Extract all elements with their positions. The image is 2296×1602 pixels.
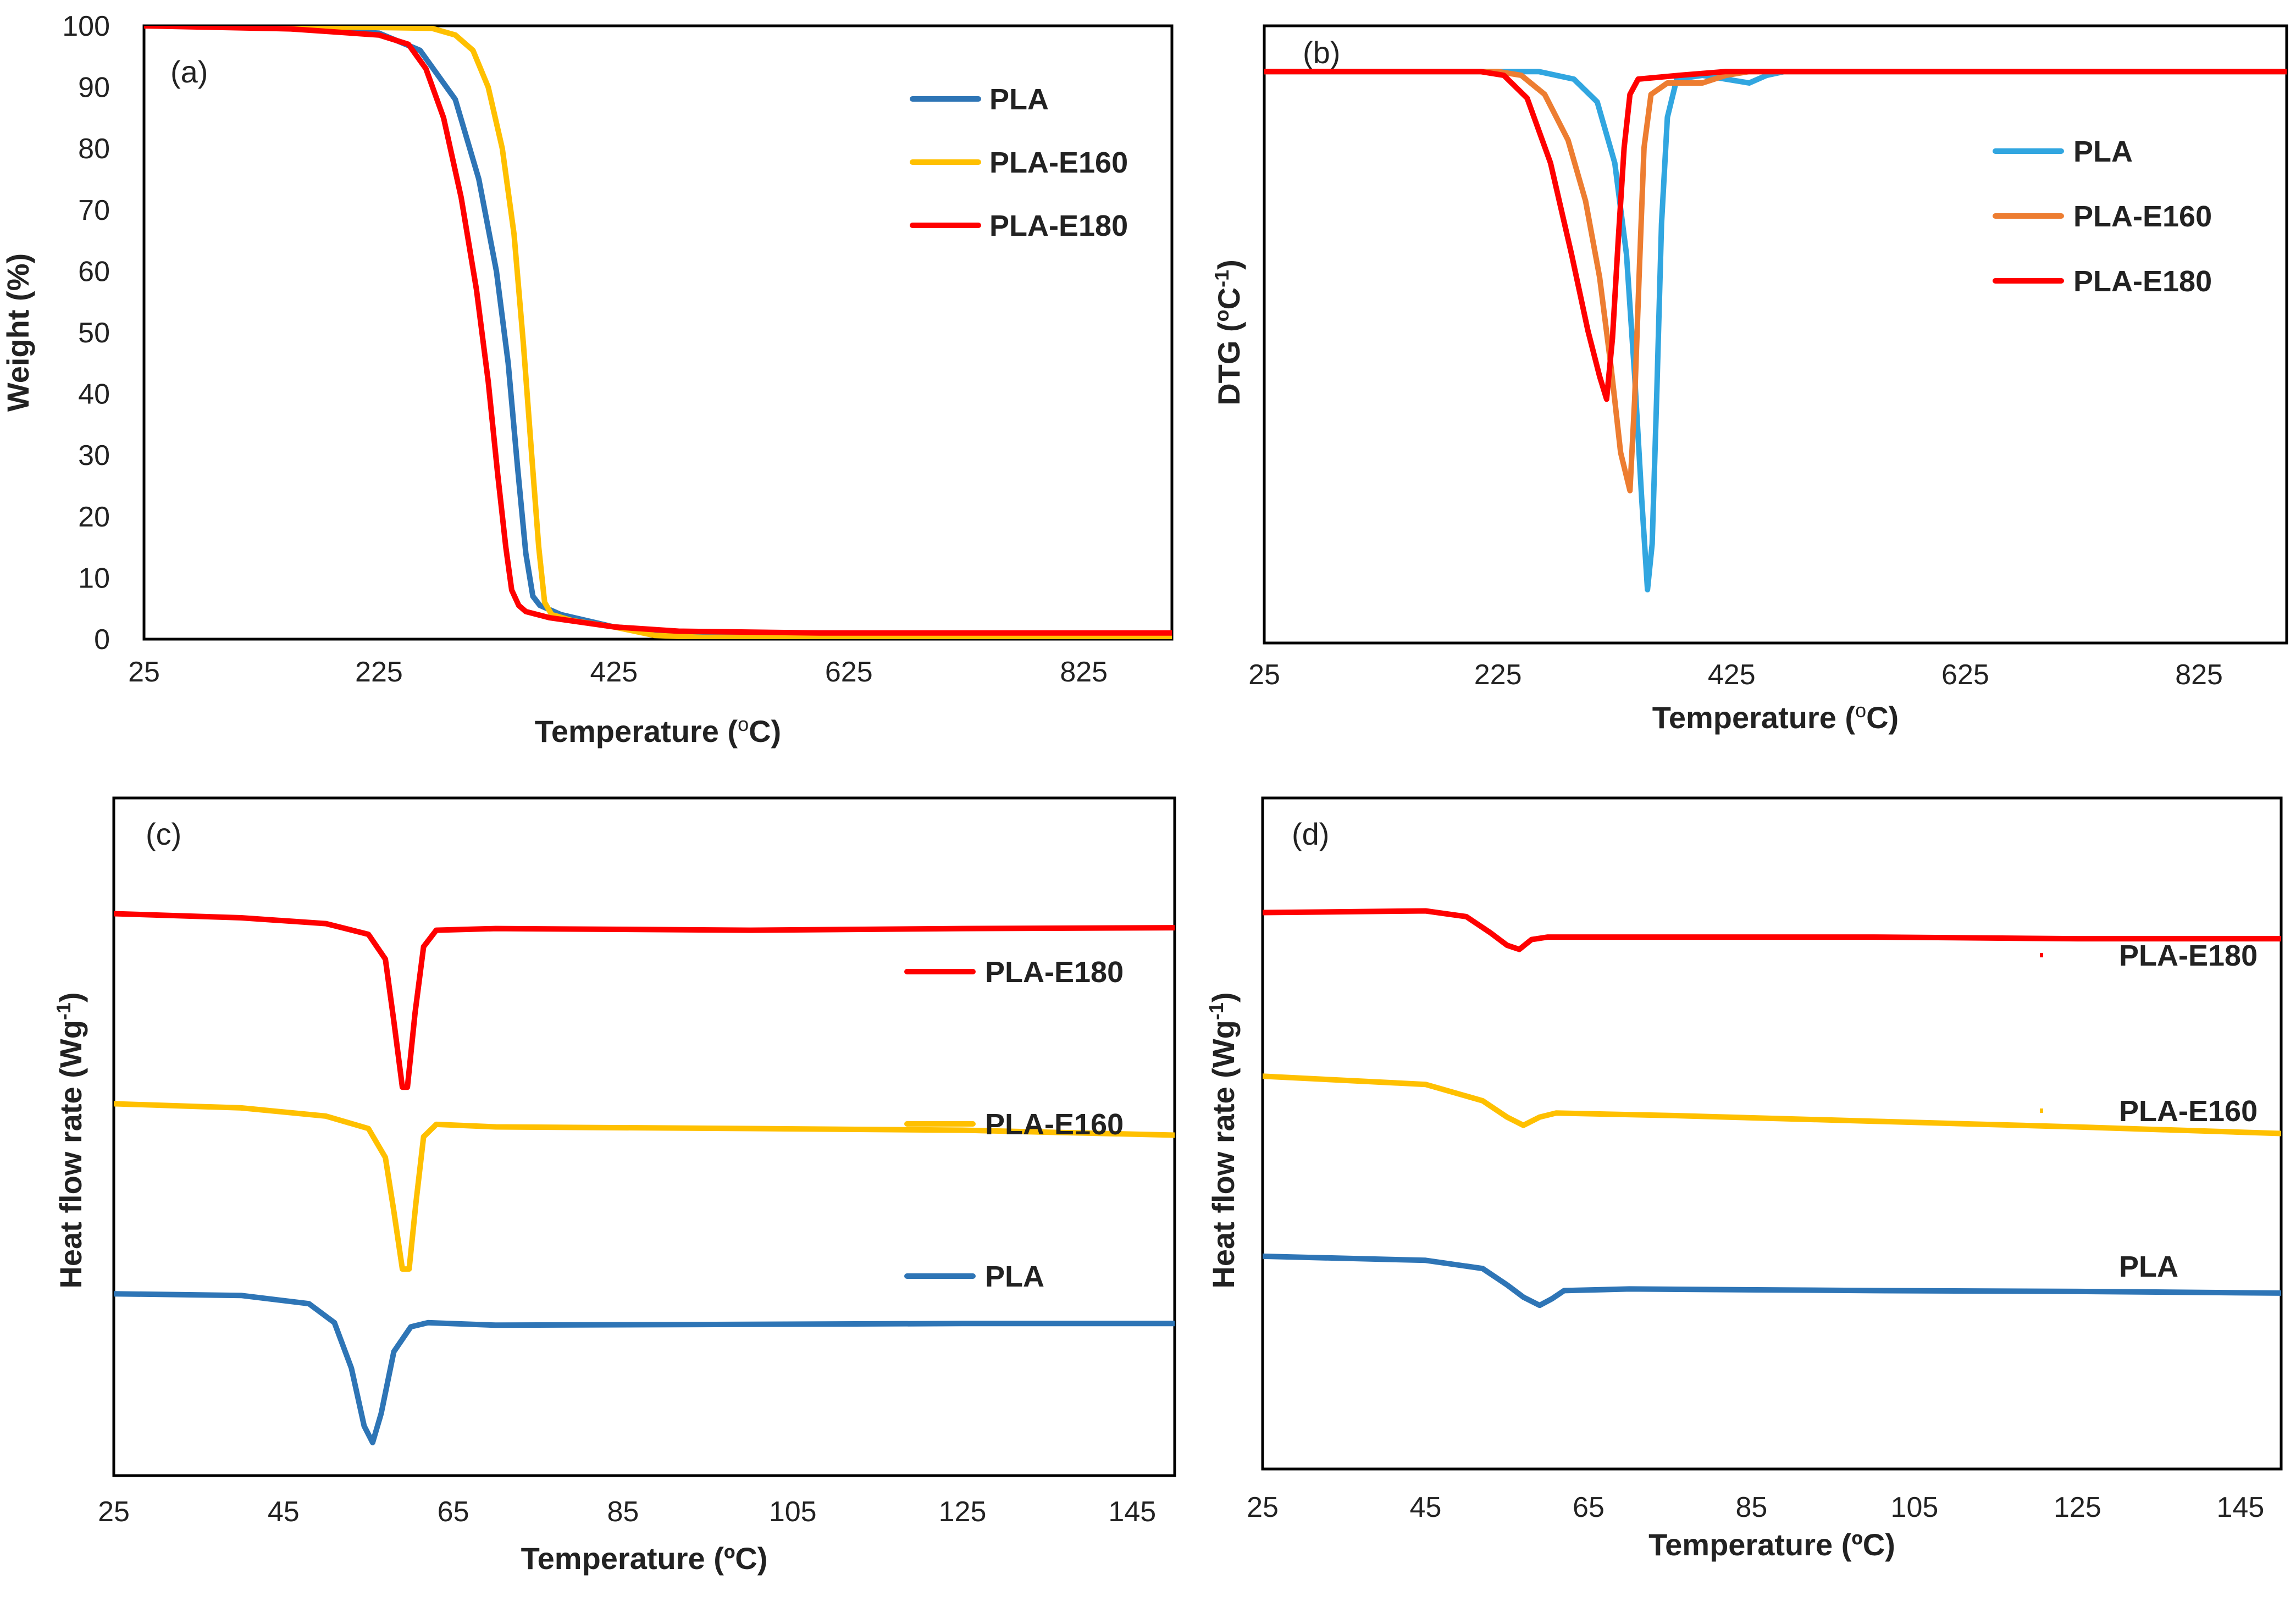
x-tick-label: 425 — [590, 656, 638, 688]
series-line-pla-e180 — [114, 911, 1175, 1090]
legend-label-pla-e180: PLA-E180 — [985, 956, 1124, 989]
y-tick-label: 60 — [78, 256, 110, 287]
y-tick-label: 80 — [78, 133, 110, 165]
y-tick-label: 50 — [78, 317, 110, 349]
x-tick-label: 825 — [2175, 659, 2223, 691]
legend-label-pla: PLA — [985, 1260, 1044, 1293]
y-tick-label: 10 — [78, 562, 110, 594]
y-tick-label: 30 — [78, 440, 110, 472]
legend-label-pla-e160: PLA-E160 — [989, 146, 1128, 179]
panel-label: (d) — [1292, 817, 1329, 851]
y-tick-label: 90 — [78, 72, 110, 104]
x-tick-label: 45 — [1410, 1492, 1442, 1523]
series-line-pla-e160 — [114, 1101, 1175, 1272]
x-tick-label: 25 — [1247, 1492, 1279, 1523]
series-line-pla — [1263, 1253, 2281, 1309]
x-tick-label: 25 — [98, 1496, 130, 1528]
legend-label-pla: PLA — [2073, 135, 2133, 168]
legend-label-pla-e160: PLA-E160 — [2119, 1095, 2258, 1128]
y-axis-title: Weight (%) — [1, 253, 35, 412]
x-tick-label: 145 — [2216, 1492, 2264, 1523]
x-tick-label: 65 — [438, 1496, 469, 1528]
legend-label-pla-e160: PLA-E160 — [2073, 200, 2212, 233]
panel-label: (b) — [1303, 35, 1340, 70]
legend-label-pla-e180: PLA-E180 — [989, 209, 1128, 242]
y-tick-label: 70 — [78, 195, 110, 226]
y-tick-label: 0 — [94, 624, 110, 656]
x-tick-label: 125 — [2054, 1492, 2101, 1523]
x-tick-label: 145 — [1108, 1496, 1156, 1528]
series-line-pla — [114, 1291, 1175, 1445]
plot-frame — [1263, 24, 2288, 645]
chart-panel-b: 25 225 425 625 825 Temperature (oC) DTG (oC-1)… — [1210, 24, 2288, 735]
panel-label: (a) — [170, 54, 208, 89]
series-line-pla-e180 — [144, 26, 1172, 636]
series-line-pla — [1264, 69, 2287, 592]
x-tick-label: 125 — [939, 1496, 987, 1528]
panel-label: (c) — [146, 817, 181, 851]
x-tick-label: 85 — [607, 1496, 639, 1528]
y-tick-label: 100 — [62, 10, 110, 42]
x-tick-label: 225 — [1474, 659, 1522, 691]
y-axis-title: Heat flow rate (Wg-1) — [1205, 992, 1241, 1288]
legend-label-pla: PLA — [989, 83, 1049, 116]
x-tick-label: 425 — [1708, 659, 1756, 691]
plot-frame — [142, 24, 1174, 641]
y-tick-label: 20 — [78, 501, 110, 533]
x-tick-label: 85 — [1736, 1492, 1768, 1523]
chart-panel-c: 25 45 65 85 105 125 145 Temperature (ºC) Heat fl… — [52, 796, 1176, 1576]
x-tick-label: 225 — [355, 656, 403, 688]
x-tick-label: 625 — [825, 656, 873, 688]
x-axis-title: Temperature (oC) — [1652, 699, 1899, 735]
x-tick-label: 105 — [769, 1496, 817, 1528]
series-line-pla-e180 — [1263, 908, 2281, 952]
x-tick-label: 625 — [1941, 659, 1989, 691]
series-line-pla-e180 — [1264, 69, 2287, 402]
x-tick-label: 825 — [1060, 656, 1108, 688]
chart-panel-d: 25 45 65 85 105 125 145 Temperature (ºC) Heat fl… — [1205, 796, 2283, 1562]
x-tick-label: 25 — [1248, 659, 1280, 691]
legend-label-pla-e160: PLA-E160 — [985, 1108, 1124, 1141]
x-tick-label: 65 — [1573, 1492, 1605, 1523]
x-tick-label: 105 — [1891, 1492, 1939, 1523]
series-line-pla-e160 — [1264, 69, 2287, 494]
legend-label-pla-e180: PLA-E180 — [2119, 939, 2258, 972]
series-line-pla-e160 — [1263, 1073, 2281, 1137]
y-tick-label: 40 — [78, 379, 110, 411]
y-axis-title: Heat flow rate (Wg-1) — [52, 992, 88, 1288]
legend-label-pla-e180: PLA-E180 — [2073, 265, 2212, 298]
x-axis-title: Temperature (oC) — [535, 713, 781, 749]
x-axis-title: Temperature (ºC) — [521, 1541, 768, 1576]
legend-label-pla: PLA — [2119, 1250, 2178, 1283]
y-axis-title: DTG (oC-1) — [1210, 259, 1247, 406]
x-tick-label: 25 — [128, 656, 160, 688]
chart-panel-a: 25 225 425 625 825 0 10 20 30 40 50 60 70 80 90 100 Temp… — [1, 10, 1174, 749]
x-axis-title: Temperature (ºC) — [1648, 1527, 1895, 1562]
x-tick-label: 45 — [268, 1496, 300, 1528]
panels: 25 225 425 625 825 0 10 20 30 40 50 60 70 80 90 100 Temp… — [1, 10, 2288, 1576]
